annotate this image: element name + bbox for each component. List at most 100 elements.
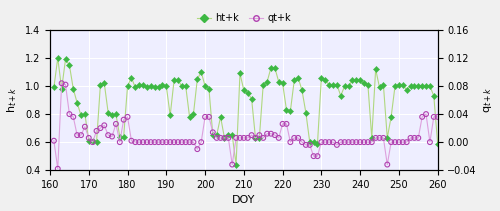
Point [368,136,376,140]
Point [333,83,341,86]
Point [236,72,244,75]
Point [290,136,298,140]
Point [267,132,275,135]
Point [344,141,352,144]
Point [186,141,194,144]
Point [430,115,438,119]
Point [92,141,100,144]
Point [368,141,376,144]
Point [147,84,155,88]
Point [380,136,388,140]
Point [344,84,352,88]
Point [282,108,290,112]
Point [178,141,186,144]
Point [216,136,224,140]
Legend: ht+k, qt+k: ht+k, qt+k [193,9,294,27]
Point [120,118,128,121]
Point [391,141,399,144]
Point [248,133,256,137]
Point [380,83,388,86]
Point [360,141,368,144]
Point [186,115,194,119]
Point [104,133,112,137]
Point [356,79,364,82]
X-axis label: DOY: DOY [232,195,256,206]
Point [286,141,294,144]
Point [430,94,438,97]
Point [329,83,337,86]
Point [212,136,220,140]
Point [224,136,232,140]
Point [135,141,143,144]
Point [278,81,286,85]
Point [182,141,190,144]
Point [70,115,78,119]
Point [77,114,85,117]
Point [108,114,116,117]
Point [318,76,326,79]
Point [139,141,147,144]
Point [77,133,85,137]
Point [263,132,271,135]
Point [166,114,174,117]
Point [201,84,209,88]
Point [143,86,151,89]
Point [232,163,240,166]
Point [194,77,202,81]
Point [116,135,124,138]
Point [58,81,66,85]
Point [376,86,384,89]
Point [154,86,162,89]
Point [402,89,410,92]
Point [298,89,306,92]
Point [314,154,322,158]
Point [364,83,372,86]
Point [267,66,275,69]
Point [212,133,220,137]
Point [282,122,290,126]
Point [414,136,422,140]
Point [348,79,356,82]
Point [376,136,384,140]
Point [128,139,136,142]
Point [372,136,380,140]
Point [50,86,58,89]
Point [321,141,329,144]
Point [340,141,348,144]
Point [143,141,151,144]
Point [135,83,143,86]
Point [248,97,256,100]
Point [120,135,128,138]
Point [85,139,93,142]
Point [329,141,337,144]
Point [298,141,306,144]
Point [197,70,205,74]
Point [190,141,198,144]
Point [434,142,442,145]
Point [434,115,442,119]
Point [318,141,326,144]
Point [73,101,81,104]
Point [170,79,178,82]
Point [88,141,96,144]
Point [406,136,414,140]
Point [278,122,286,126]
Point [364,141,372,144]
Point [294,76,302,79]
Point [372,68,380,71]
Point [194,147,202,151]
Point [174,79,182,82]
Point [418,115,426,119]
Point [128,76,136,79]
Point [410,84,418,88]
Point [228,133,236,137]
Point [201,115,209,119]
Point [147,141,155,144]
Point [96,83,104,86]
Point [108,135,116,138]
Point [81,125,89,128]
Point [395,83,403,86]
Point [321,79,329,82]
Point [85,136,93,140]
Point [162,84,170,88]
